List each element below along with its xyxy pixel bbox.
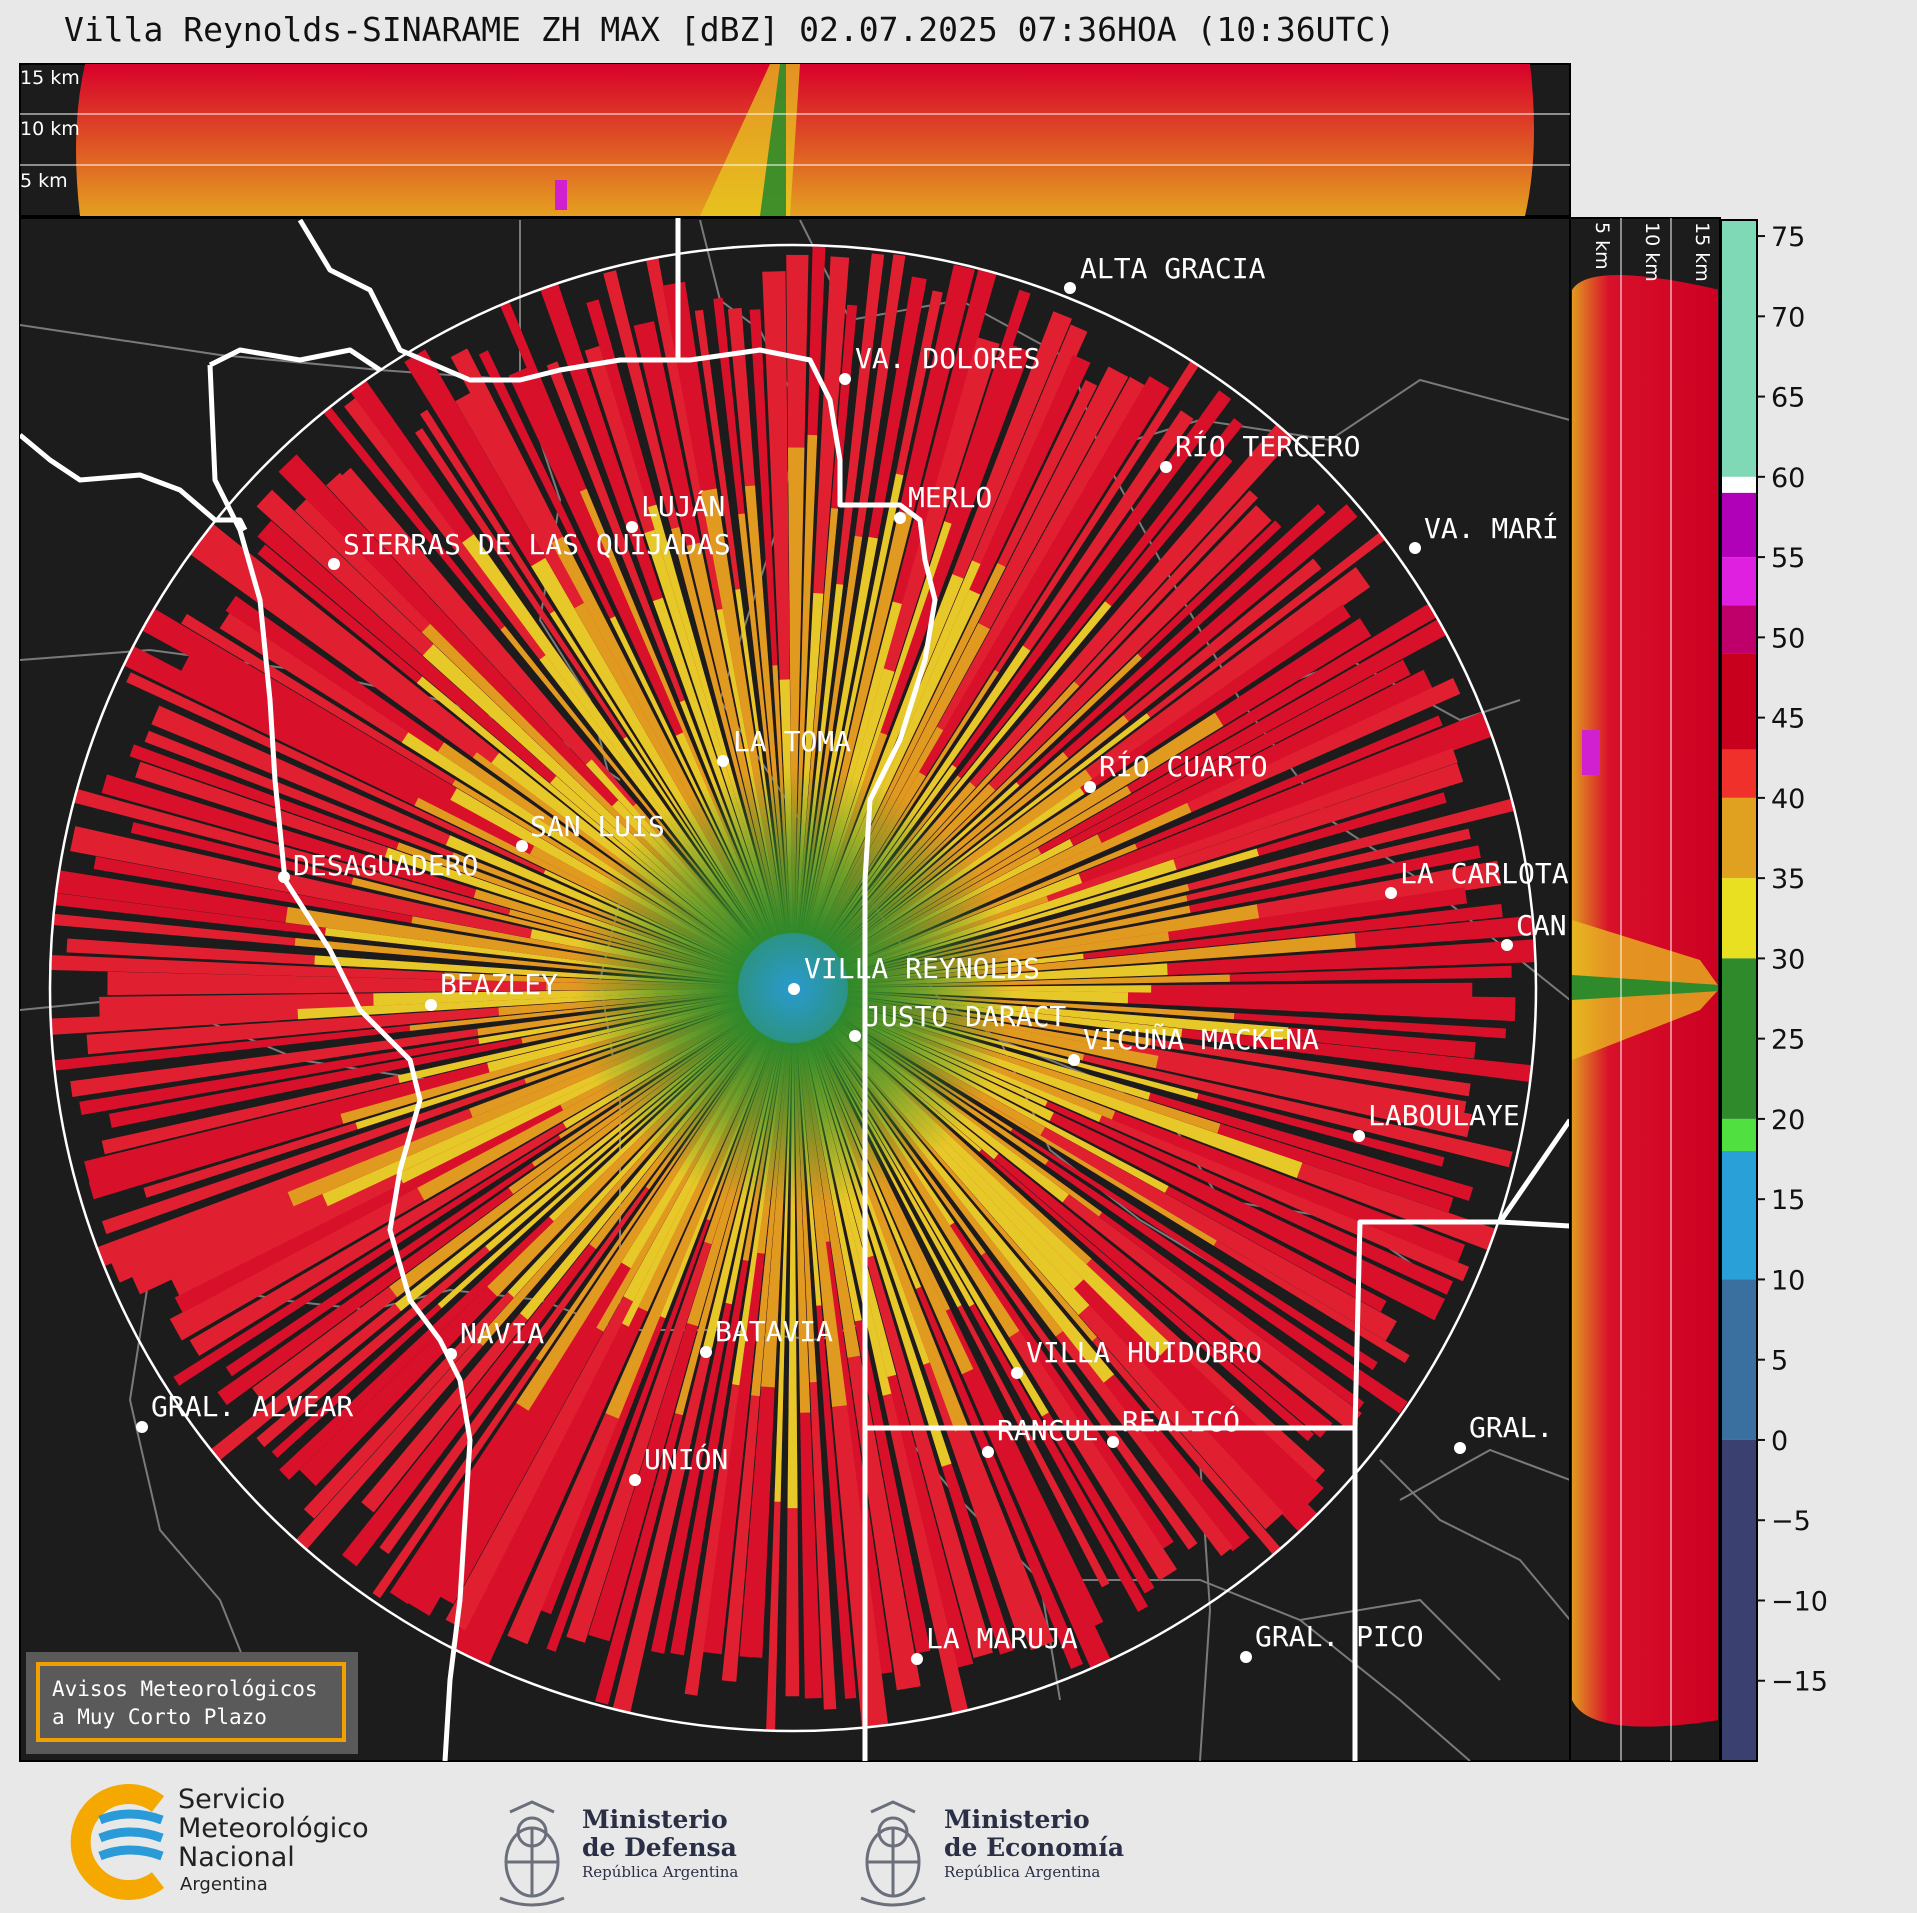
top-height-label-15: 15 km <box>20 67 80 89</box>
city-gral-pico: GRAL. PICO <box>1255 1620 1424 1653</box>
colorbar-band <box>1721 1151 1757 1280</box>
city-va-mari: VA. MARÍ <box>1424 511 1559 545</box>
city-justo-daract: JUSTO DARACT <box>864 1000 1066 1033</box>
economia-logo-line2: de Economía <box>944 1833 1124 1862</box>
city-la-toma: LA TOMA <box>733 725 851 758</box>
city-rio-cuarto: RÍO CUARTO <box>1099 749 1268 783</box>
alert-box-line2: a Muy Corto Plazo <box>52 1705 267 1729</box>
colorbar-band <box>1721 653 1757 750</box>
city-alta-gracia: ALTA GRACIA <box>1080 252 1266 285</box>
economia-logo-line3: República Argentina <box>944 1863 1100 1881</box>
colorbar-band <box>1721 878 1757 959</box>
colorbar-tick-label: 45 <box>1771 704 1805 735</box>
colorbar-tick-label: 50 <box>1771 623 1805 654</box>
smn-logo-icon <box>70 1784 165 1900</box>
colorbar-tick-label: −5 <box>1771 1506 1811 1537</box>
city-san-luis: SAN LUIS <box>530 810 665 843</box>
range-ring <box>48 243 1538 1733</box>
footer-logos: Servicio Meteorológico Nacional Argentin… <box>0 1762 1917 1909</box>
colorbar-tick-label: 70 <box>1771 302 1805 333</box>
city-villa-huidobro: VILLA HUIDOBRO <box>1026 1336 1262 1369</box>
city-navia: NAVIA <box>460 1317 544 1350</box>
colorbar-tick-label: 60 <box>1771 463 1805 494</box>
city-gral: GRAL. <box>1469 1411 1553 1444</box>
city-la-carlota: LA CARLOTA <box>1400 857 1569 890</box>
city-gral-alvear: GRAL. ALVEAR <box>151 1390 353 1423</box>
radar-ray <box>787 988 798 1509</box>
alert-box-line1: Avisos Meteorológicos <box>52 1677 318 1701</box>
radar-map[interactable]: ALTA GRACIA VA. DOLORES RÍO TERCERO VA. … <box>19 217 1571 1762</box>
colorbar-tick-label: 15 <box>1771 1185 1805 1216</box>
city-merlo: MERLO <box>908 481 992 514</box>
colorbar-band <box>1721 797 1757 879</box>
smn-logo-line4: Argentina <box>180 1874 268 1895</box>
city-sierras-de-las-quijadas: SIERRAS DE LAS QUIJADAS <box>343 528 731 561</box>
city-batavia: BATAVIA <box>715 1315 833 1348</box>
city-vicuna-mackena: VICUÑA MACKENA <box>1083 1022 1319 1056</box>
side-height-profile: 5 km 10 km 15 km <box>1569 217 1721 1762</box>
colorbar-band <box>1721 220 1757 477</box>
colorbar-tick-label: 30 <box>1771 944 1805 975</box>
colorbar-band <box>1721 476 1757 493</box>
economia-logo-line1: Ministerio <box>944 1805 1090 1834</box>
colorbar-tick-label: 5 <box>1771 1346 1788 1377</box>
city-beazley: BEAZLEY <box>440 968 558 1001</box>
top-height-label-5: 5 km <box>20 170 68 192</box>
colorbar-tick-label: 65 <box>1771 383 1805 414</box>
city-rancul: RANCUL <box>997 1414 1098 1447</box>
city-va-dolores: VA. DOLORES <box>855 342 1040 375</box>
colorbar-band <box>1721 749 1757 798</box>
city-villa-reynolds: VILLA REYNOLDS <box>804 952 1040 985</box>
defensa-logo-line2: de Defensa <box>582 1833 737 1862</box>
colorbar-tick-label: 25 <box>1771 1025 1805 1056</box>
coat-of-arms-icon <box>499 1800 565 1907</box>
colorbar-band <box>1721 1439 1757 1761</box>
colorbar-band <box>1721 492 1757 558</box>
map-title: Villa Reynolds-SINARAME ZH MAX [dBZ] 02.… <box>64 10 1396 49</box>
city-desaguadero: DESAGUADERO <box>293 849 478 882</box>
colorbar-tick-label: −15 <box>1771 1667 1828 1698</box>
defensa-logo-line3: República Argentina <box>582 1863 738 1881</box>
alert-box[interactable]: Avisos Meteorológicos a Muy Corto Plazo <box>26 1652 358 1754</box>
colorbar-band <box>1721 1279 1757 1440</box>
city-markers: ALTA GRACIA VA. DOLORES RÍO TERCERO VA. … <box>136 252 1569 1665</box>
colorbar-band <box>1721 958 1757 1119</box>
colorbar-tick-label: 55 <box>1771 543 1805 574</box>
smn-logo-line1: Servicio <box>178 1784 285 1815</box>
city-la-maruja: LA MARUJA <box>926 1622 1078 1655</box>
city-realico: REALICÓ <box>1122 1404 1240 1438</box>
smn-logo-line2: Meteorológico <box>178 1813 369 1844</box>
colorbar-tick-label: 35 <box>1771 864 1805 895</box>
colorbar-tick-label: 20 <box>1771 1105 1805 1136</box>
defensa-logo-line1: Ministerio <box>582 1805 728 1834</box>
colorbar-band <box>1721 557 1757 606</box>
colorbar-tick-label: −10 <box>1771 1586 1828 1617</box>
smn-logo-line3: Nacional <box>178 1842 295 1873</box>
province-boundaries <box>20 218 1570 1761</box>
city-can: CAN <box>1516 909 1567 942</box>
city-union: UNIÓN <box>644 1442 728 1476</box>
city-rio-tercero: RÍO TERCERO <box>1175 429 1360 463</box>
city-lujan: LUJÁN <box>641 489 725 523</box>
colorbar-tick-label: 10 <box>1771 1265 1805 1296</box>
colorbar-tick-label: 40 <box>1771 784 1805 815</box>
top-height-profile: 15 km 10 km 5 km <box>19 63 1571 217</box>
city-laboulaye: LABOULAYE <box>1368 1099 1520 1132</box>
colorbar-band <box>1721 1118 1757 1152</box>
top-height-label-10: 10 km <box>20 118 80 140</box>
side-height-label-5: 5 km <box>1591 222 1613 270</box>
side-height-label-10: 10 km <box>1641 222 1663 282</box>
colorbar-band <box>1721 605 1757 654</box>
colorbar-tick-label: 0 <box>1771 1426 1788 1457</box>
side-height-label-15: 15 km <box>1691 222 1713 282</box>
coat-of-arms-icon <box>860 1800 926 1907</box>
colorbar-tick-label: 75 <box>1771 222 1805 253</box>
